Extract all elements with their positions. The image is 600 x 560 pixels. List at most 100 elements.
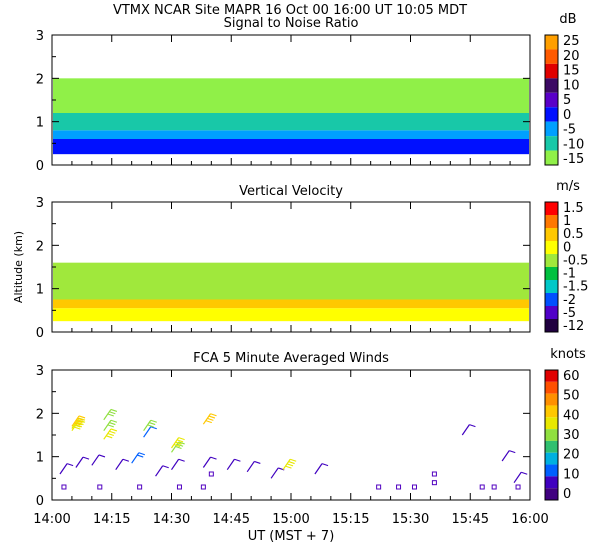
colorbar-swatch (545, 202, 558, 215)
wind-barb-flag (173, 443, 181, 447)
colorbar-swatch (545, 136, 558, 151)
wind-barb-flag (78, 419, 86, 423)
wind-barb-flag (109, 411, 116, 415)
x-tick-label: 14:30 (153, 512, 190, 527)
colorbar-swatch (545, 92, 558, 108)
wind-barb (103, 428, 112, 440)
wind-barb-flag (110, 408, 118, 412)
wind-barb (314, 463, 323, 475)
wind-barb-flag (78, 415, 86, 419)
wind-barb-flag (107, 413, 114, 417)
colorbar-label: 5 (563, 93, 571, 108)
colorbar-swatch (545, 464, 558, 477)
colorbar-label: -10 (563, 137, 584, 152)
wind-barb-flag (107, 424, 114, 428)
wind-barb (501, 450, 510, 462)
wind-barb-flag (77, 419, 84, 423)
plot-frame (51, 369, 531, 501)
colorbar-swatch (545, 452, 558, 465)
calm-marker (431, 480, 437, 486)
colorbar-label: -2 (563, 293, 576, 308)
y-tick-label: 2 (36, 72, 44, 87)
y-tick-label: 3 (36, 29, 44, 44)
band-2 (53, 299, 529, 309)
wind-barb-flag (254, 460, 261, 464)
wind-barb (103, 409, 112, 421)
wind-barb (202, 456, 212, 468)
panel-title: Signal to Noise Ratio (224, 16, 359, 31)
wind-barb-flag (210, 413, 217, 417)
wind-barb (155, 465, 164, 477)
colorbar-label: 1 (563, 214, 571, 229)
wind-barb (461, 424, 470, 436)
y-tick-label: 0 (36, 326, 44, 341)
x-tick-label: 14:00 (33, 512, 70, 527)
wind-barb-flag (149, 422, 156, 426)
wind-barb-flag (205, 420, 212, 424)
colorbar-swatch (545, 393, 558, 406)
wind-barb-flag (77, 417, 84, 421)
colorbar-swatch (545, 306, 558, 319)
wind-barb-flag (77, 422, 84, 426)
colorbar-swatch (545, 63, 558, 79)
calm-marker (491, 484, 497, 490)
wind-barb-flag (178, 441, 185, 445)
band-4 (53, 78, 529, 113)
calm-marker (431, 471, 437, 477)
colorbar-swatch (545, 215, 558, 228)
panel-3: FCA 5 Minute Averaged Winds 0 1 2 3 14:00 14:1… (33, 347, 586, 544)
wind-barb-flag (75, 424, 83, 428)
wind-barb-flag (290, 458, 297, 462)
colorbar-swatch (545, 319, 558, 332)
colorbar-unit: m/s (556, 179, 580, 194)
wind-barb-flag (138, 452, 145, 456)
colorbar-label: 50 (563, 389, 580, 404)
wind-barb-flag (521, 471, 528, 475)
x-tick-label: 14:45 (213, 512, 250, 527)
wind-barb (59, 463, 68, 475)
colorbar-swatch (545, 417, 558, 430)
band-1 (53, 139, 529, 155)
wind-barb (115, 458, 124, 471)
colorbar-label: -12 (563, 319, 584, 334)
wind-barb-flag (208, 415, 216, 419)
colorbar-swatch (545, 228, 558, 241)
wind-barb (143, 419, 152, 432)
colorbar-label: 40 (563, 408, 580, 423)
wind-barb-flag (78, 417, 86, 421)
calm-marker (479, 484, 485, 490)
wind-barb-flag (175, 445, 182, 450)
wind-barb-flag (74, 426, 81, 430)
calm-marker (376, 484, 382, 490)
wind-barb (226, 458, 235, 471)
colorbar-frame (544, 369, 559, 501)
colorbar-label: -1.5 (563, 280, 588, 295)
x-tick-label: 14:15 (93, 512, 130, 527)
colorbar-swatch (545, 254, 558, 267)
colorbar-label: 0 (563, 108, 571, 123)
y-tick-label: 0 (36, 159, 44, 174)
wind-barb-flag (98, 454, 106, 458)
colorbar-unit: dB (559, 12, 576, 27)
calm-marker (515, 484, 521, 490)
wind-barb (246, 461, 255, 473)
colorbar-swatch (545, 121, 558, 137)
colorbar-frame (544, 201, 559, 333)
colorbar-unit: knots (550, 347, 586, 362)
x-tick-label: 16:00 (511, 512, 548, 527)
colorbar-label: -5 (563, 123, 576, 138)
wind-barb-flag (75, 419, 83, 424)
wind-barb-flag (175, 441, 182, 445)
wind-barb-flag (75, 422, 83, 426)
wind-barb (513, 471, 522, 484)
colorbar-label: -1 (563, 267, 576, 282)
wind-barb-flag (147, 424, 154, 428)
colorbar-label: -0.5 (563, 253, 588, 268)
wind-barb (131, 452, 140, 464)
panel-title: Vertical Velocity (239, 184, 343, 199)
colorbar-swatch (545, 241, 558, 254)
colorbar-swatch (545, 440, 558, 453)
colorbar-label: 1.5 (563, 201, 584, 216)
